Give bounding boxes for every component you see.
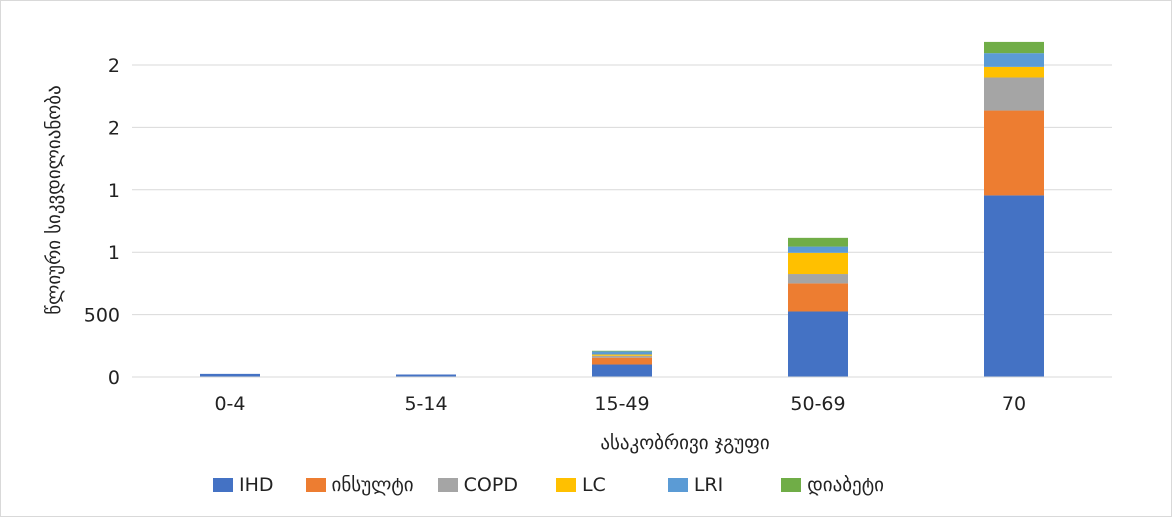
bar-segment <box>592 364 652 377</box>
x-tick-label: 5-14 <box>404 393 447 415</box>
legend-item: COPD <box>437 474 518 496</box>
legend-label: COPD <box>463 474 518 496</box>
bar-segment <box>592 355 652 358</box>
x-tick-label: 15-49 <box>594 393 649 415</box>
bar-segment <box>984 66 1044 78</box>
bar-segment <box>984 110 1044 196</box>
bar-segment <box>788 311 848 377</box>
legend-item: ინსულტი <box>305 474 414 496</box>
y-tick-label: 1 <box>108 180 120 202</box>
bar-segment <box>984 195 1044 377</box>
bar-segment <box>200 373 260 377</box>
y-tick-label: 0 <box>108 367 120 389</box>
legend-item: IHD <box>213 474 274 496</box>
y-tick-label: 2 <box>108 55 120 77</box>
bars <box>132 41 1112 378</box>
legend-label: LC <box>581 474 606 496</box>
bar-segment <box>396 374 456 377</box>
legend-swatch <box>213 478 233 492</box>
legend-swatch <box>555 478 576 492</box>
bar-segment <box>592 351 652 355</box>
x-tick-labels: 0-4 5-14 15-49 50-69 70 <box>214 393 1026 415</box>
bar-segment <box>984 41 1044 54</box>
bar-segment <box>592 350 652 352</box>
bar-segment <box>788 246 848 253</box>
y-tick-label: 1 <box>108 242 120 264</box>
legend-swatch <box>305 478 326 492</box>
y-tick-labels: 0 500 1 1 2 2 <box>84 55 120 389</box>
gridlines <box>132 64 1112 378</box>
bar-segment <box>788 237 848 247</box>
bar-segment <box>592 354 652 356</box>
y-tick-label: 500 <box>84 305 120 327</box>
x-tick-label: 50-69 <box>790 393 845 415</box>
legend-label: ინსულტი <box>331 474 414 496</box>
bar-segment <box>984 77 1044 111</box>
bar-segment <box>788 283 848 312</box>
bar-segment <box>984 53 1044 67</box>
x-tick-label: 0-4 <box>214 393 245 415</box>
legend: IHD ინსულტი COPD LC LRI დიაბეტი <box>213 470 884 500</box>
bar-segment <box>788 252 848 275</box>
legend-label: დიაბეტი <box>807 474 884 496</box>
legend-swatch <box>781 478 802 492</box>
legend-item: დიაბეტი <box>781 474 884 496</box>
bar-segment <box>592 357 652 365</box>
legend-label: IHD <box>239 474 274 496</box>
legend-label: LRI <box>693 474 724 496</box>
legend-swatch <box>667 478 688 492</box>
bar-segment <box>788 274 848 284</box>
y-axis-label: წლიური სიკვდილიანობა <box>43 85 65 314</box>
legend-item: LC <box>555 474 606 496</box>
x-tick-label: 70 <box>1002 393 1026 415</box>
x-axis-label: ასაკობრივი ჯგუფი <box>600 432 769 454</box>
legend-item: LRI <box>667 474 724 496</box>
legend-swatch <box>437 478 458 492</box>
y-tick-label: 2 <box>108 117 120 139</box>
